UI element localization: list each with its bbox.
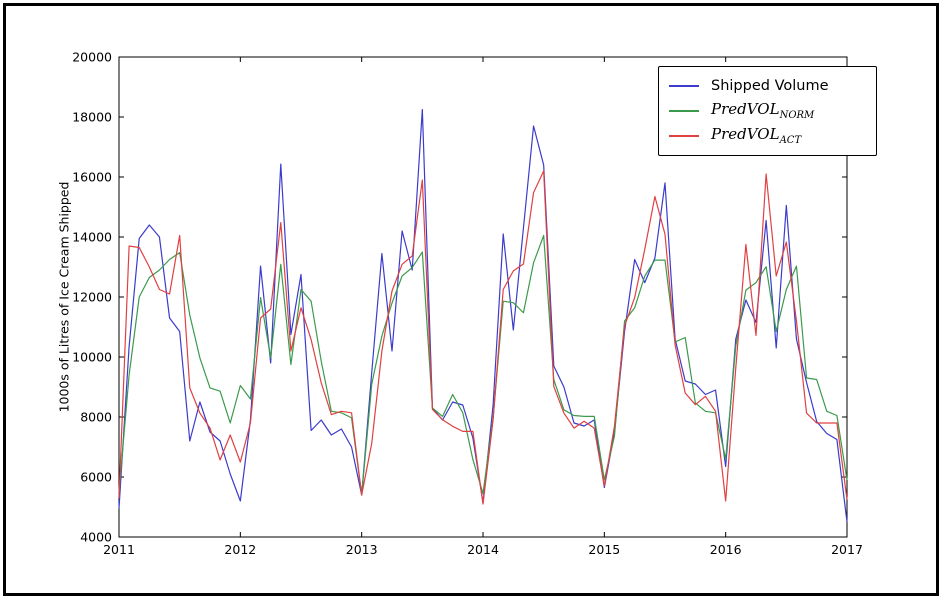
series-line-shipped-volume xyxy=(118,108,848,523)
legend-line-sample-green xyxy=(669,109,699,112)
legend-label: PredVOLNORM xyxy=(711,100,815,121)
x-tick-label: 2012 xyxy=(224,542,256,557)
legend-label: Shipped Volume xyxy=(711,77,829,94)
y-tick-label: 18000 xyxy=(72,110,112,125)
legend: Shipped Volume PredVOLNORM PredVOLACT xyxy=(658,66,877,156)
y-tick-label: 12000 xyxy=(72,290,112,305)
legend-item-predvol-act: PredVOLACT xyxy=(669,123,868,148)
y-tick-label: 10000 xyxy=(72,350,112,365)
y-tick-label: 8000 xyxy=(80,410,112,425)
y-tick-label: 4000 xyxy=(80,530,112,545)
x-tick-label: 2013 xyxy=(346,542,378,557)
series-line-predvol-act xyxy=(118,170,848,505)
y-tick-label: 14000 xyxy=(72,230,112,245)
x-tick-label: 2017 xyxy=(831,542,863,557)
y-axis-label: 1000s of Litres of Ice Cream Shipped xyxy=(56,181,72,413)
legend-line-sample-blue xyxy=(669,84,699,87)
legend-label: PredVOLACT xyxy=(711,125,802,146)
x-tick-label: 2011 xyxy=(103,542,135,557)
x-tick-label: 2015 xyxy=(588,542,620,557)
legend-item-predvol-norm: PredVOLNORM xyxy=(669,98,868,123)
x-tick-label: 2016 xyxy=(710,542,742,557)
y-tick-label: 16000 xyxy=(72,170,112,185)
legend-line-sample-red xyxy=(669,134,699,137)
y-tick-label: 20000 xyxy=(72,50,112,65)
series-line-predvol-norm xyxy=(118,234,848,496)
x-tick-label: 2014 xyxy=(467,542,499,557)
legend-item-shipped-volume: Shipped Volume xyxy=(669,73,868,98)
y-tick-label: 6000 xyxy=(80,470,112,485)
